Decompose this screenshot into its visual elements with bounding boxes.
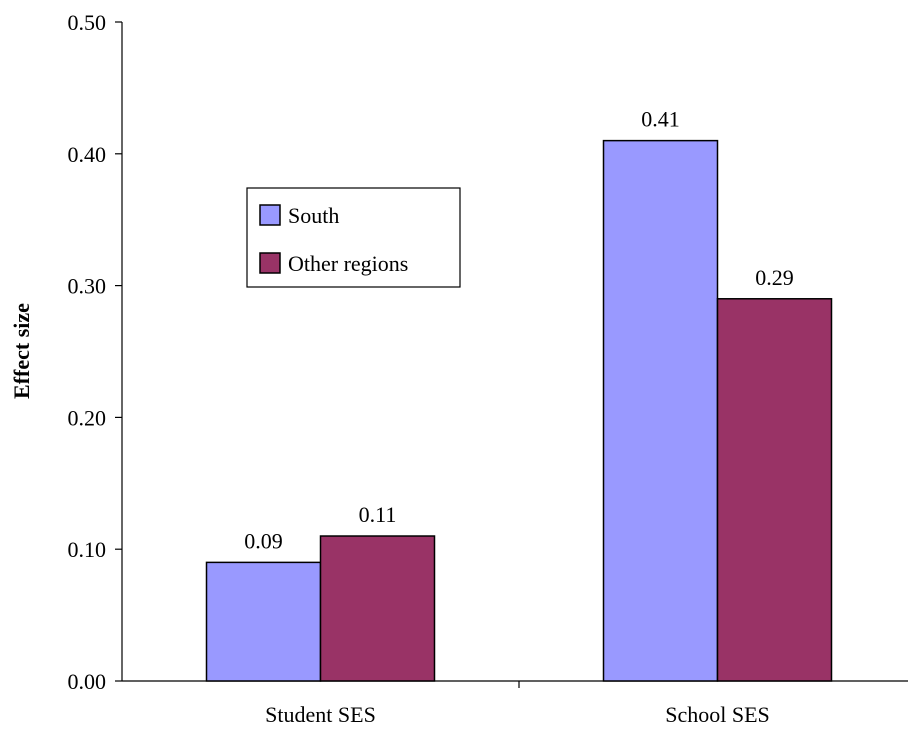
data-label: 0.41 bbox=[641, 107, 680, 132]
legend-label: South bbox=[288, 203, 339, 228]
x-category-label: Student SES bbox=[265, 702, 376, 727]
data-label: 0.09 bbox=[244, 528, 283, 553]
y-axis-title: Effect size bbox=[9, 303, 34, 399]
bar-other-regions-0 bbox=[319, 535, 436, 682]
legend-box bbox=[246, 187, 461, 288]
y-tick-label: 0.20 bbox=[68, 405, 107, 430]
bar-south-0 bbox=[205, 561, 322, 682]
y-tick-label: 0.30 bbox=[68, 274, 107, 299]
bar-other-regions-1 bbox=[716, 298, 833, 682]
y-tick-label: 0.50 bbox=[68, 10, 107, 35]
legend-swatch-other-regions bbox=[259, 252, 281, 274]
legend-swatch-south bbox=[259, 204, 281, 226]
y-tick-label: 0.00 bbox=[68, 669, 107, 694]
data-label: 0.11 bbox=[359, 502, 397, 527]
y-tick-label: 0.40 bbox=[68, 142, 107, 167]
plot-area: 0.00 0.10 0.20 0.30 0.40 0.50 0.09 0.11 Student … bbox=[68, 10, 908, 727]
x-category-label: School SES bbox=[665, 702, 770, 727]
bar-south-1 bbox=[602, 139, 719, 682]
legend-label: Other regions bbox=[288, 251, 408, 276]
y-tick-label: 0.10 bbox=[68, 537, 107, 562]
data-label: 0.29 bbox=[755, 265, 794, 290]
